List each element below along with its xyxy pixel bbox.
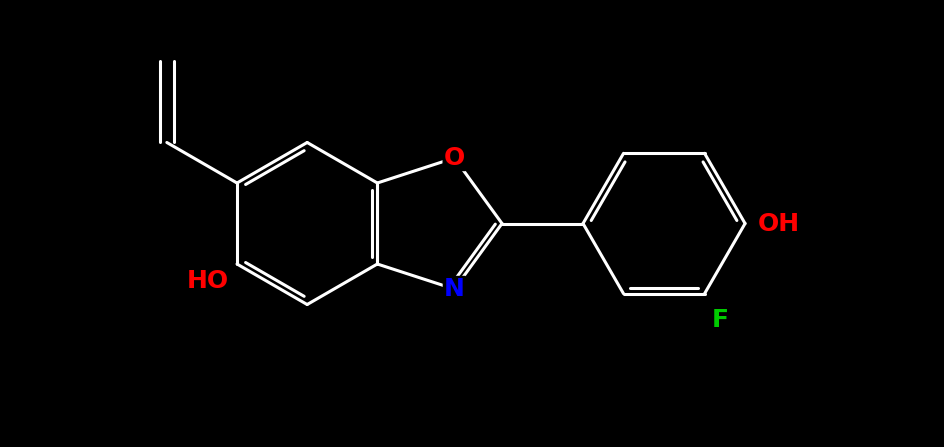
Text: N: N — [444, 277, 464, 301]
Text: O: O — [444, 146, 465, 170]
Text: HO: HO — [187, 269, 228, 293]
Text: F: F — [712, 308, 729, 332]
Text: OH: OH — [758, 211, 801, 236]
